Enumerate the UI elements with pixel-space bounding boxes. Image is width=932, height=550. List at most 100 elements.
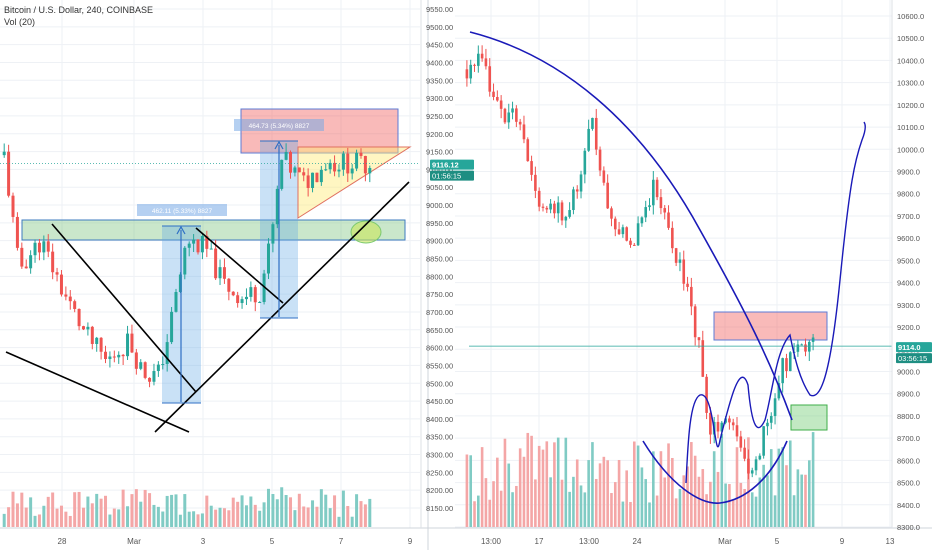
candle-body — [121, 354, 125, 357]
volume-bar — [629, 501, 632, 527]
volume-bar — [117, 509, 121, 527]
volume-bar — [469, 455, 473, 527]
left-candles — [2, 143, 372, 388]
candle-body — [324, 169, 328, 171]
y-tick-label: 8400.00 — [426, 415, 453, 424]
volume-bar — [148, 493, 152, 527]
volume-bar — [121, 489, 125, 527]
volume-bar — [591, 442, 594, 527]
candle-body — [363, 155, 367, 174]
candle-body — [560, 202, 564, 221]
candle-body — [37, 242, 41, 253]
price-tag — [896, 342, 932, 353]
candle-body — [108, 356, 112, 360]
volume-bar — [602, 456, 606, 527]
candle-body — [236, 295, 240, 304]
volume-bar — [134, 489, 138, 527]
volume-bar — [526, 432, 530, 527]
candle-body — [477, 53, 480, 66]
countdown-label: 01:56:15 — [432, 172, 461, 181]
volume-bar — [534, 479, 537, 527]
right-candles — [465, 45, 815, 480]
arrow-head — [176, 225, 186, 235]
candle-body — [750, 470, 754, 474]
volume-bar — [610, 493, 613, 527]
candle-body — [640, 217, 644, 224]
volume-bar — [302, 506, 306, 527]
candle-body — [625, 227, 628, 241]
volume-bar — [747, 437, 750, 527]
y-tick-label: 10600.0 — [897, 12, 924, 21]
candle-body — [564, 216, 568, 221]
candle-body — [2, 151, 6, 156]
candle-body — [112, 356, 116, 358]
volume-bar — [556, 437, 560, 527]
volume-bar — [183, 494, 187, 527]
candle-body — [553, 203, 556, 214]
candle-body — [709, 412, 712, 435]
candle-body — [302, 172, 306, 176]
volume-bar — [572, 476, 575, 527]
candle-body — [253, 287, 257, 303]
volume-bar — [355, 494, 359, 527]
candle-body — [602, 170, 606, 183]
candle-body — [697, 337, 701, 341]
y-tick-label: 9250.00 — [426, 112, 453, 121]
y-tick-label: 8600.0 — [897, 456, 920, 465]
candle-body — [667, 212, 670, 228]
x-tick-label: 9 — [840, 537, 845, 546]
volume-bar — [690, 442, 693, 527]
candle-body — [104, 351, 108, 360]
candle-body — [636, 223, 640, 246]
projection-path — [685, 121, 867, 484]
volume-bar — [77, 491, 81, 527]
volume-bar — [200, 513, 204, 527]
candle-body — [289, 152, 293, 173]
volume-bar — [671, 457, 674, 527]
volume-bar — [73, 492, 77, 527]
candle-body — [652, 179, 655, 206]
y-tick-label: 8750.00 — [426, 290, 453, 299]
candle-body — [64, 294, 68, 297]
candle-body — [807, 341, 811, 352]
candle-body — [266, 243, 270, 274]
candle-body — [469, 64, 473, 79]
volume-bar — [55, 508, 59, 527]
candle-body — [90, 326, 94, 344]
x-tick-label: 24 — [633, 537, 642, 546]
arc-curve — [469, 31, 793, 421]
y-tick-label: 9100.00 — [426, 165, 453, 174]
y-tick-label: 9200.0 — [897, 323, 920, 332]
volume-bar — [284, 495, 288, 527]
left-drawings — [0, 140, 420, 433]
candle-body — [484, 58, 488, 67]
candle-body — [537, 190, 541, 207]
y-tick-label: 8300.0 — [897, 523, 920, 532]
y-tick-label: 10200.0 — [897, 101, 924, 110]
candle-body — [51, 251, 55, 273]
x-tick-label: 9 — [408, 537, 413, 546]
volume-bar — [549, 477, 552, 527]
volume-bar — [187, 511, 191, 527]
candle-body — [781, 358, 784, 384]
volume-bar — [496, 457, 499, 527]
candle-body — [690, 286, 693, 307]
volume-bar — [769, 449, 773, 527]
x-tick-label: 5 — [775, 537, 780, 546]
candle-body — [156, 364, 160, 372]
left-grid — [0, 0, 420, 528]
volume-bar — [804, 474, 807, 527]
volume-bar — [617, 460, 621, 527]
candle-body — [328, 162, 332, 170]
volume-bar — [492, 481, 495, 527]
volume-bar — [341, 490, 345, 527]
volume-bar — [720, 434, 724, 527]
volume-bar — [480, 447, 484, 527]
volume-bar — [465, 454, 469, 527]
candle-body — [811, 337, 815, 342]
candle-body — [655, 179, 659, 198]
candle-body — [785, 358, 788, 372]
candle-body — [659, 197, 663, 209]
volume-bar — [359, 501, 363, 527]
